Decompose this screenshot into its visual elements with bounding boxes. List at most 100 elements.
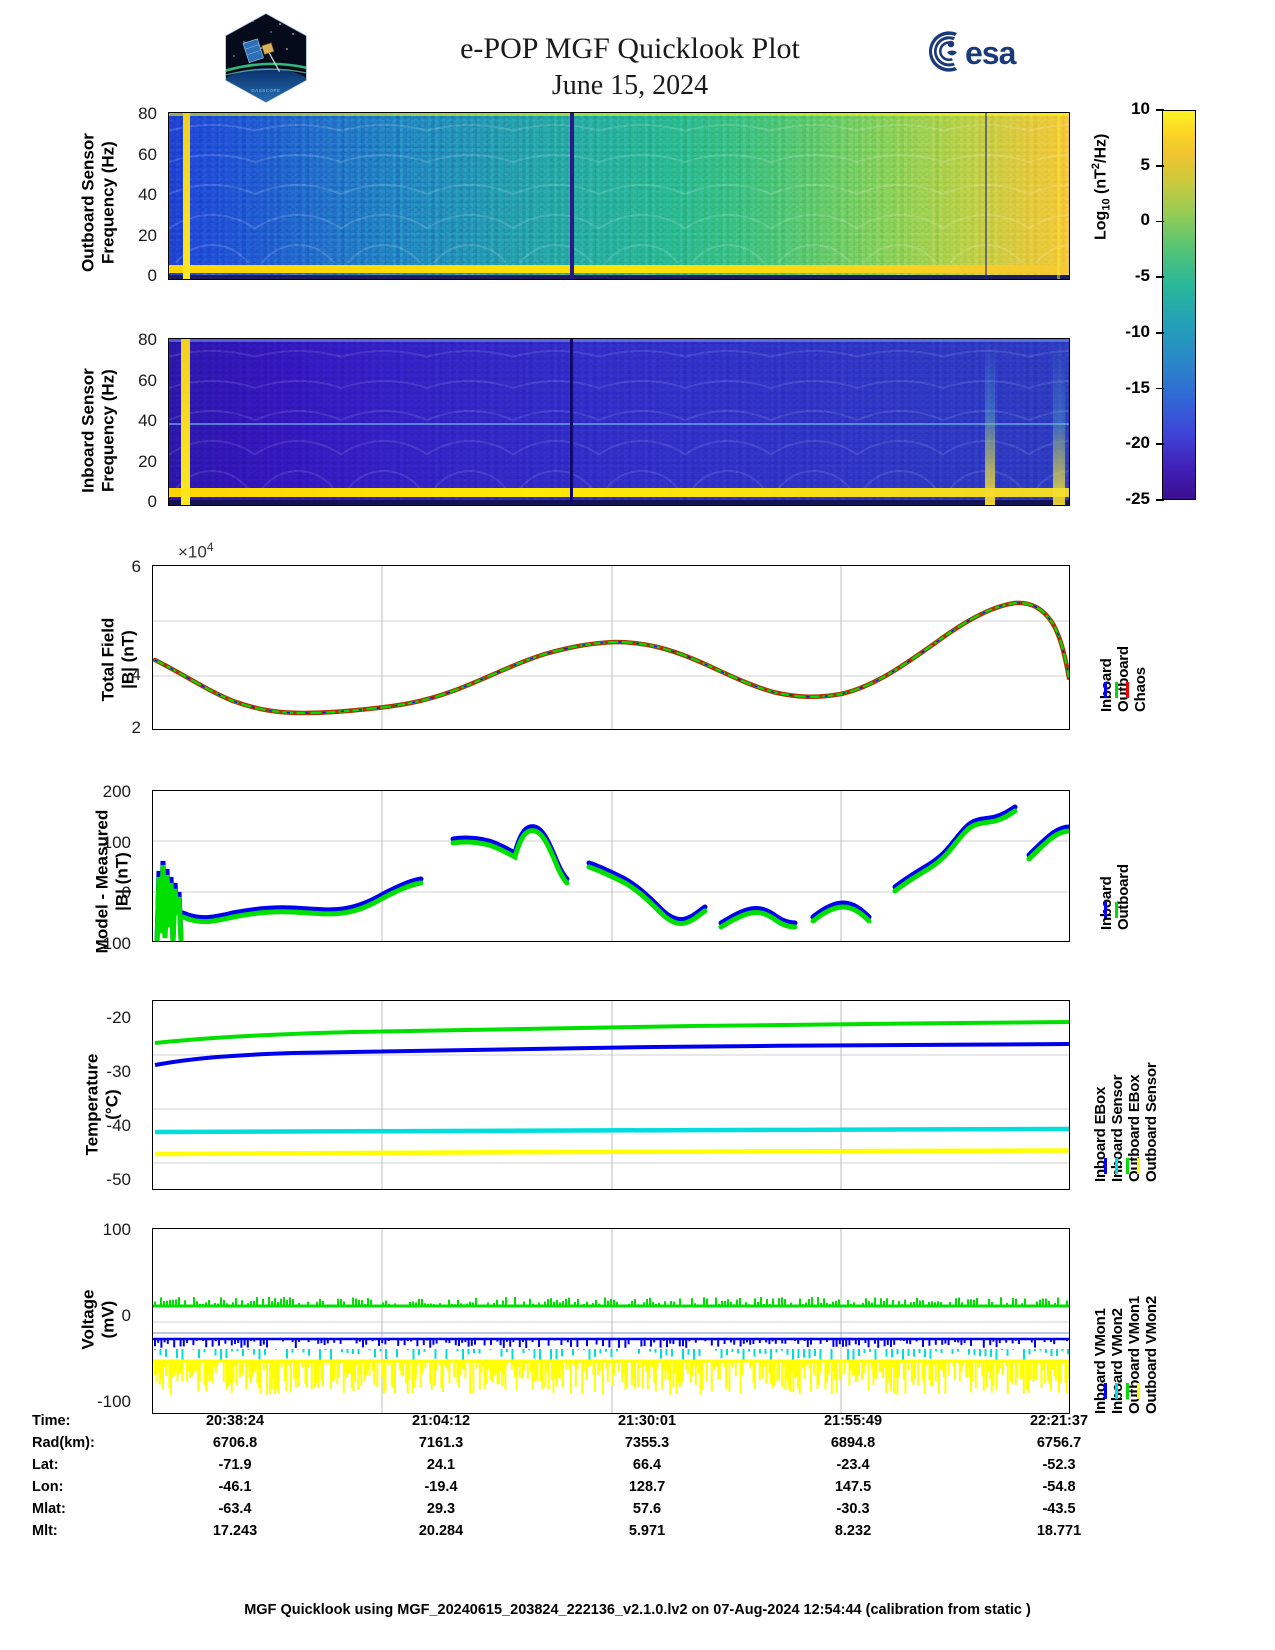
- legend-label: Outboard EBox: [1126, 1074, 1143, 1182]
- ytick-label: 60: [138, 370, 157, 390]
- ephemeris-cell: 21:55:49: [823, 1413, 883, 1429]
- legend-swatch: [1126, 1158, 1129, 1174]
- ytick-label: -20: [106, 1008, 131, 1027]
- svg-text:DASSCOPE: DASSCOPE: [251, 88, 280, 93]
- colorbar-tick-mark: [1156, 387, 1164, 390]
- colorbar-tick-mark: [1156, 276, 1164, 278]
- colorbar: [1162, 110, 1196, 500]
- ephemeris-row-key: Mlat:: [32, 1501, 66, 1517]
- colorbar-tick-label: -25: [1125, 489, 1150, 508]
- ephemeris-cell: -30.3: [836, 1501, 870, 1517]
- page-title: e-POP MGF Quicklook Plot June 15, 2024: [330, 30, 930, 104]
- ephemeris-cell: 21:04:12: [411, 1413, 471, 1429]
- ephemeris-cell: 20:38:24: [205, 1413, 265, 1429]
- colorbar-tick-mark: [1156, 220, 1164, 223]
- legend-label: Chaos: [1132, 667, 1149, 712]
- legend-swatch: [1115, 682, 1118, 698]
- ephemeris-cell: 128.7: [628, 1479, 666, 1495]
- ephemeris-cell: 6894.8: [830, 1435, 876, 1451]
- ephemeris-cell: 7161.3: [418, 1435, 464, 1451]
- ephemeris-cell: 66.4: [632, 1457, 662, 1473]
- colorbar-tick-mark: [1156, 109, 1164, 111]
- ephemeris-row: Time: 20:38:24 21:04:12 21:30:01 21:55:49 22:…: [32, 1410, 1162, 1432]
- ephemeris-row-key: Lat:: [32, 1457, 59, 1473]
- colorbar-tick-label: -15: [1125, 377, 1150, 397]
- ytick-label: 200: [102, 782, 131, 801]
- ephemeris-cell: 6756.7: [1036, 1435, 1082, 1451]
- colorbar-tick-mark: [1156, 499, 1164, 501]
- ytick-label: 40: [138, 185, 157, 204]
- ephemeris-cell: 17.243: [212, 1523, 258, 1539]
- ytick-label: -40: [106, 1116, 131, 1135]
- ephemeris-cell: 147.5: [834, 1479, 872, 1495]
- model-measured-legend-swatches: [1104, 902, 1118, 918]
- ytick-label: 0: [147, 266, 157, 285]
- total-field-panel: [152, 565, 1070, 730]
- ephemeris-cell: 20.284: [418, 1523, 464, 1539]
- ytick-label: 2: [131, 718, 141, 737]
- colorbar-tick-label: 0: [1140, 210, 1150, 230]
- ephemeris-row: Mlat: -63.4 29.3 57.6 -30.3 -43.5: [32, 1498, 1162, 1520]
- ephemeris-cell: 22:21:37: [1029, 1413, 1089, 1429]
- colorbar-tick-label: -5: [1134, 266, 1150, 286]
- colorbar-tick-mark: [1156, 332, 1164, 334]
- ephemeris-cell: 5.971: [628, 1523, 666, 1539]
- ephemeris-cell: 7355.3: [624, 1435, 670, 1451]
- ephemeris-row-key: Mlt:: [32, 1523, 58, 1539]
- ephemeris-row: Mlt: 17.243 20.284 5.971 8.232 18.771: [32, 1520, 1162, 1542]
- ytick-label: 4: [131, 665, 141, 684]
- model-measured-panel: [152, 790, 1070, 942]
- ephemeris-cell: -19.4: [424, 1479, 458, 1495]
- temperature-legend-swatches: [1104, 1158, 1140, 1174]
- ytick-label: 0: [121, 1306, 131, 1325]
- ephemeris-row: Rad(km): 6706.8 7161.3 7355.3 6894.8 6756.7: [32, 1432, 1162, 1454]
- ytick-label: 80: [138, 104, 157, 123]
- ytick-label: -100: [96, 1392, 131, 1411]
- legend-swatch: [1104, 1158, 1107, 1174]
- legend-swatch: [1104, 682, 1107, 698]
- legend-swatch: [1115, 1383, 1118, 1399]
- ytick-label: 6: [131, 557, 141, 576]
- ytick-label: -100: [96, 933, 131, 953]
- ephemeris-cell: 57.6: [632, 1501, 662, 1517]
- temperature-legend-labels: Inboard EBox Inboard Sensor Outboard EBo…: [1092, 1006, 1160, 1182]
- temperature-panel: [152, 1000, 1070, 1190]
- colorbar-tick-label: -10: [1125, 321, 1150, 341]
- ephemeris-row-key: Lon:: [32, 1479, 64, 1495]
- ephemeris-cell: 8.232: [834, 1523, 872, 1539]
- legend-swatch: [1104, 1383, 1107, 1399]
- ytick-label: 100: [102, 832, 131, 852]
- ephemeris-cell: 29.3: [426, 1501, 456, 1517]
- total-field-exponent: ×104: [178, 540, 214, 562]
- footer-caption: MGF Quicklook using MGF_20240615_203824_…: [244, 1602, 1031, 1618]
- legend-label: Outboard Sensor: [1143, 1062, 1160, 1182]
- legend-label: Outboard VMon2: [1143, 1295, 1160, 1414]
- colorbar-tick-label: 10: [1131, 99, 1150, 118]
- ephemeris-cell: -71.9: [218, 1457, 252, 1473]
- ephemeris-cell: -46.1: [218, 1479, 252, 1495]
- esa-logo-icon: esa: [925, 28, 1043, 74]
- ephemeris-cell: 21:30:01: [617, 1413, 677, 1429]
- legend-label: Inboard EBox: [1092, 1086, 1109, 1182]
- ephemeris-row-key: Time:: [32, 1413, 71, 1429]
- ytick-label: 20: [138, 451, 157, 471]
- legend-swatch: [1137, 1383, 1140, 1399]
- ephemeris-cell: 6706.8: [212, 1435, 258, 1451]
- ytick-label: 60: [138, 144, 157, 164]
- colorbar-tick-mark: [1156, 164, 1164, 167]
- ephemeris-row: Lon: -46.1 -19.4 128.7 147.5 -54.8: [32, 1476, 1162, 1498]
- ephemeris-cell: -43.5: [1042, 1501, 1076, 1517]
- ephemeris-cell: -63.4: [218, 1501, 252, 1517]
- voltage-panel: [152, 1228, 1070, 1414]
- legend-swatch: [1137, 1158, 1140, 1174]
- colorbar-tick-label: -20: [1125, 433, 1150, 453]
- colorbar-tick-mark: [1156, 443, 1164, 446]
- ytick-label: 0: [147, 492, 157, 511]
- mission-logo-icon: DASSCOPE: [220, 12, 312, 104]
- ytick-label: -50: [106, 1170, 131, 1189]
- title-line-1: e-POP MGF Quicklook Plot: [460, 32, 800, 65]
- ephemeris-cell: -54.8: [1042, 1479, 1076, 1495]
- ephemeris-cell: -52.3: [1042, 1457, 1076, 1473]
- ephemeris-cell: 18.771: [1036, 1523, 1082, 1539]
